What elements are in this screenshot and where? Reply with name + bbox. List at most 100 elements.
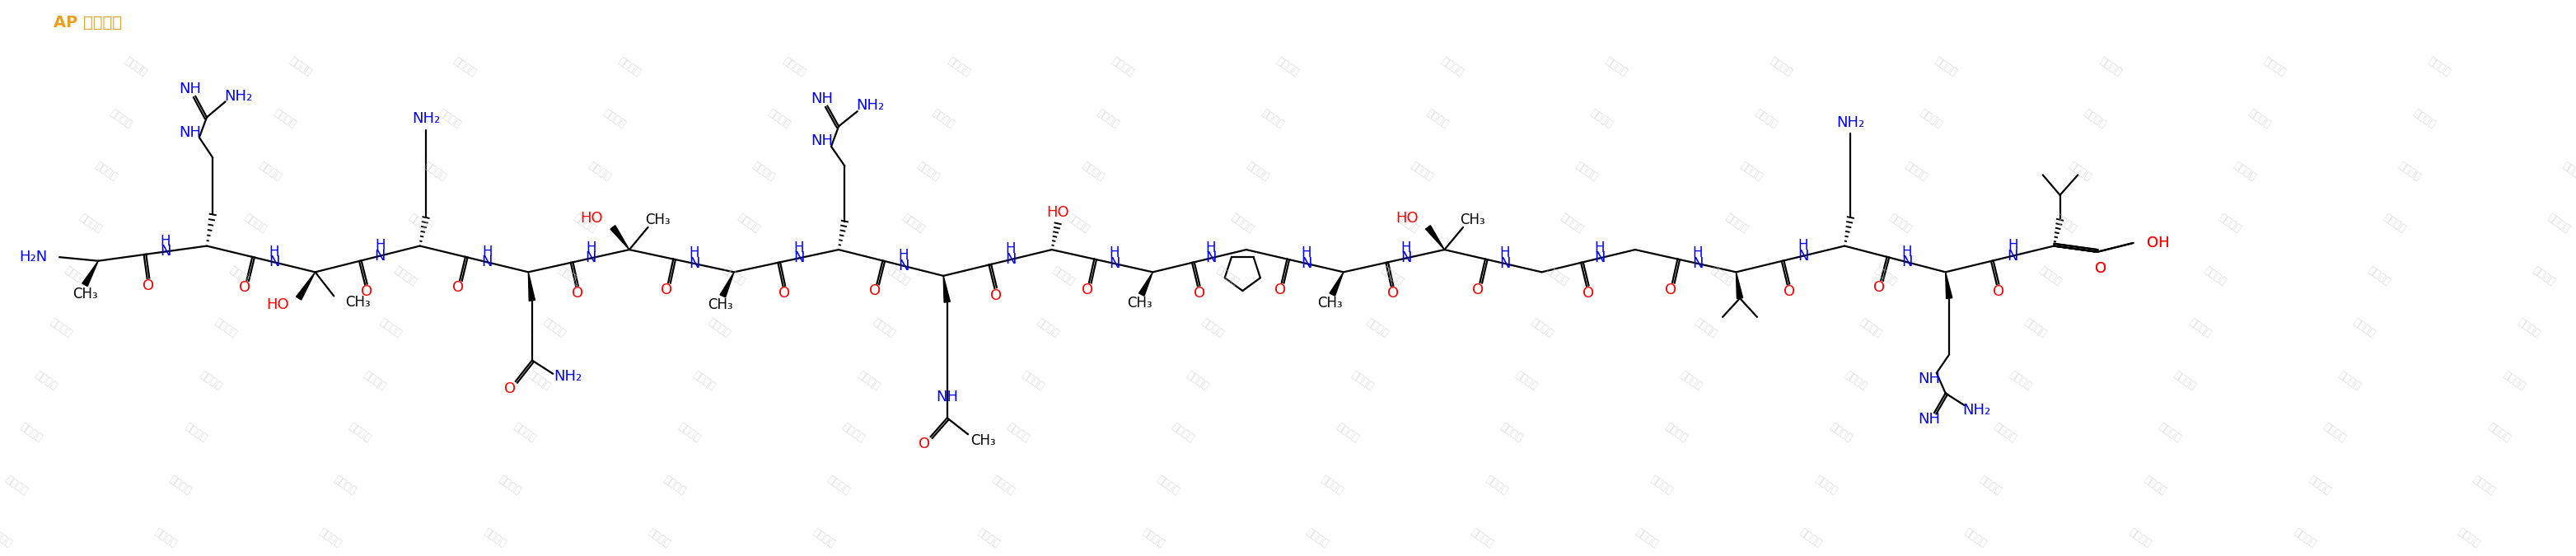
Text: 专肽生物: 专肽生物 bbox=[183, 421, 209, 444]
Text: H: H bbox=[1005, 242, 1015, 256]
Text: 专肽生物: 专肽生物 bbox=[587, 160, 613, 182]
Text: 专肽生物: 专肽生物 bbox=[1543, 264, 1569, 287]
Text: 专肽生物: 专肽生物 bbox=[1723, 212, 1749, 235]
Text: O: O bbox=[1582, 286, 1595, 301]
Text: H: H bbox=[1692, 246, 1703, 261]
Text: O: O bbox=[868, 284, 881, 299]
Text: 专肽生物: 专肽生物 bbox=[2172, 369, 2197, 392]
Text: 专肽生物: 专肽生物 bbox=[556, 264, 582, 287]
Text: 专肽生物: 专肽生物 bbox=[721, 264, 747, 287]
Text: 专肽生物: 专肽生物 bbox=[1185, 369, 1211, 392]
Text: 专肽生物: 专肽生物 bbox=[1319, 474, 1345, 497]
Text: HO: HO bbox=[580, 211, 603, 226]
Text: 专肽生物: 专肽生物 bbox=[914, 160, 943, 182]
Text: H: H bbox=[1206, 240, 1216, 255]
Text: 专肽生物: 专肽生物 bbox=[332, 474, 358, 497]
Text: N: N bbox=[688, 256, 701, 271]
Text: 专肽生物: 专肽生物 bbox=[989, 474, 1018, 497]
Text: CH₃: CH₃ bbox=[72, 286, 98, 301]
Text: 专肽生物: 专肽生物 bbox=[2128, 526, 2154, 549]
Text: 专肽生物: 专肽生物 bbox=[1664, 421, 1690, 444]
Text: 专肽生物: 专肽生物 bbox=[1826, 421, 1855, 444]
Text: 专肽生物: 专肽生物 bbox=[167, 474, 193, 497]
Text: O: O bbox=[1275, 282, 1285, 297]
Polygon shape bbox=[82, 261, 98, 286]
Text: 专肽生物: 专肽生物 bbox=[422, 160, 448, 182]
Text: 专肽生物: 专肽生物 bbox=[1904, 160, 1929, 182]
Text: 专肽生物: 专肽生物 bbox=[33, 369, 59, 392]
Text: 专肽生物: 专肽生物 bbox=[1005, 421, 1030, 444]
Text: OH: OH bbox=[2146, 236, 2169, 250]
Text: 专肽生物: 专肽生物 bbox=[662, 474, 688, 497]
Text: H: H bbox=[1595, 240, 1605, 255]
Text: 专肽生物: 专肽生物 bbox=[750, 160, 778, 182]
Polygon shape bbox=[1736, 272, 1744, 299]
Text: HO: HO bbox=[265, 297, 289, 312]
Text: 专肽生物: 专肽生物 bbox=[124, 55, 149, 78]
Text: N: N bbox=[1798, 249, 1808, 264]
Text: H: H bbox=[376, 238, 386, 253]
Text: 专肽生物: 专肽生物 bbox=[1752, 107, 1780, 130]
Text: O: O bbox=[361, 284, 374, 299]
Text: H: H bbox=[160, 234, 170, 249]
Text: O: O bbox=[992, 288, 1002, 303]
Text: O: O bbox=[1193, 286, 1206, 301]
Text: 专肽生物: 专肽生物 bbox=[1932, 55, 1958, 78]
Text: 专肽生物: 专肽生物 bbox=[1798, 526, 1824, 549]
Text: NH₂: NH₂ bbox=[1837, 115, 1865, 130]
Text: CH₃: CH₃ bbox=[1126, 296, 1151, 311]
Text: 专肽生物: 专肽生物 bbox=[600, 107, 629, 130]
Text: 专肽生物: 专肽生物 bbox=[541, 317, 567, 340]
Text: N: N bbox=[899, 259, 909, 274]
Text: NH₂: NH₂ bbox=[224, 89, 252, 104]
Text: N: N bbox=[1005, 252, 1015, 267]
Text: 专肽生物: 专肽生物 bbox=[2470, 474, 2496, 497]
Text: 专肽生物: 专肽生物 bbox=[407, 212, 433, 235]
Polygon shape bbox=[1139, 272, 1154, 296]
Text: H: H bbox=[268, 244, 278, 259]
Text: 专肽生物: 专肽生物 bbox=[482, 526, 507, 549]
Text: N: N bbox=[1595, 251, 1605, 266]
Text: 专肽生物: 专肽生物 bbox=[1528, 317, 1556, 340]
Text: 专肽生物: 专肽生物 bbox=[2038, 264, 2063, 287]
Text: N: N bbox=[1692, 256, 1703, 271]
Text: N: N bbox=[374, 249, 386, 264]
Text: 专肽生物: 专肽生物 bbox=[242, 212, 268, 235]
Text: 专肽生物: 专肽生物 bbox=[1857, 317, 1883, 340]
Text: AP 专肽生物: AP 专肽生物 bbox=[54, 15, 121, 31]
Text: H: H bbox=[1401, 240, 1412, 255]
Text: 专肽生物: 专肽生物 bbox=[2545, 212, 2571, 235]
Polygon shape bbox=[1425, 226, 1445, 250]
Text: 专肽生物: 专肽生物 bbox=[2156, 421, 2182, 444]
Text: H: H bbox=[688, 246, 698, 261]
Text: O: O bbox=[1664, 282, 1677, 297]
Text: H₂N: H₂N bbox=[18, 250, 46, 265]
Text: N: N bbox=[793, 251, 804, 266]
Text: N: N bbox=[585, 251, 598, 266]
Text: 专肽生物: 专肽生物 bbox=[2336, 369, 2362, 392]
Text: 专肽生物: 专肽生物 bbox=[348, 421, 374, 444]
Text: 专肽生物: 专肽生物 bbox=[871, 317, 896, 340]
Text: 专肽生物: 专肽生物 bbox=[1484, 474, 1510, 497]
Text: HO: HO bbox=[1046, 205, 1069, 220]
Text: 专肽生物: 专肽生物 bbox=[2517, 317, 2543, 340]
Text: 专肽生物: 专肽生物 bbox=[899, 212, 927, 235]
Text: 专肽生物: 专肽生物 bbox=[152, 526, 178, 549]
Text: 专肽生物: 专肽生物 bbox=[1275, 55, 1301, 78]
Polygon shape bbox=[1945, 272, 1953, 299]
Text: N: N bbox=[1901, 255, 1914, 270]
Text: NH: NH bbox=[935, 390, 958, 404]
Text: N: N bbox=[1499, 256, 1510, 271]
Polygon shape bbox=[528, 272, 536, 301]
Text: 专肽生物: 专肽生物 bbox=[706, 317, 732, 340]
Text: 专肽生物: 专肽生物 bbox=[2215, 212, 2244, 235]
Text: O: O bbox=[1994, 284, 2004, 299]
Text: 专肽生物: 专肽生物 bbox=[317, 526, 343, 549]
Text: 专肽生物: 专肽生物 bbox=[690, 369, 716, 392]
Text: 专肽生物: 专肽生物 bbox=[647, 526, 672, 549]
Text: 专肽生物: 专肽生物 bbox=[0, 526, 15, 549]
Text: 专肽生物: 专肽生物 bbox=[2022, 317, 2048, 340]
Text: 专肽生物: 专肽生物 bbox=[2411, 107, 2437, 130]
Text: 专肽生物: 专肽生物 bbox=[435, 107, 464, 130]
Text: 专肽生物: 专肽生物 bbox=[811, 526, 837, 549]
